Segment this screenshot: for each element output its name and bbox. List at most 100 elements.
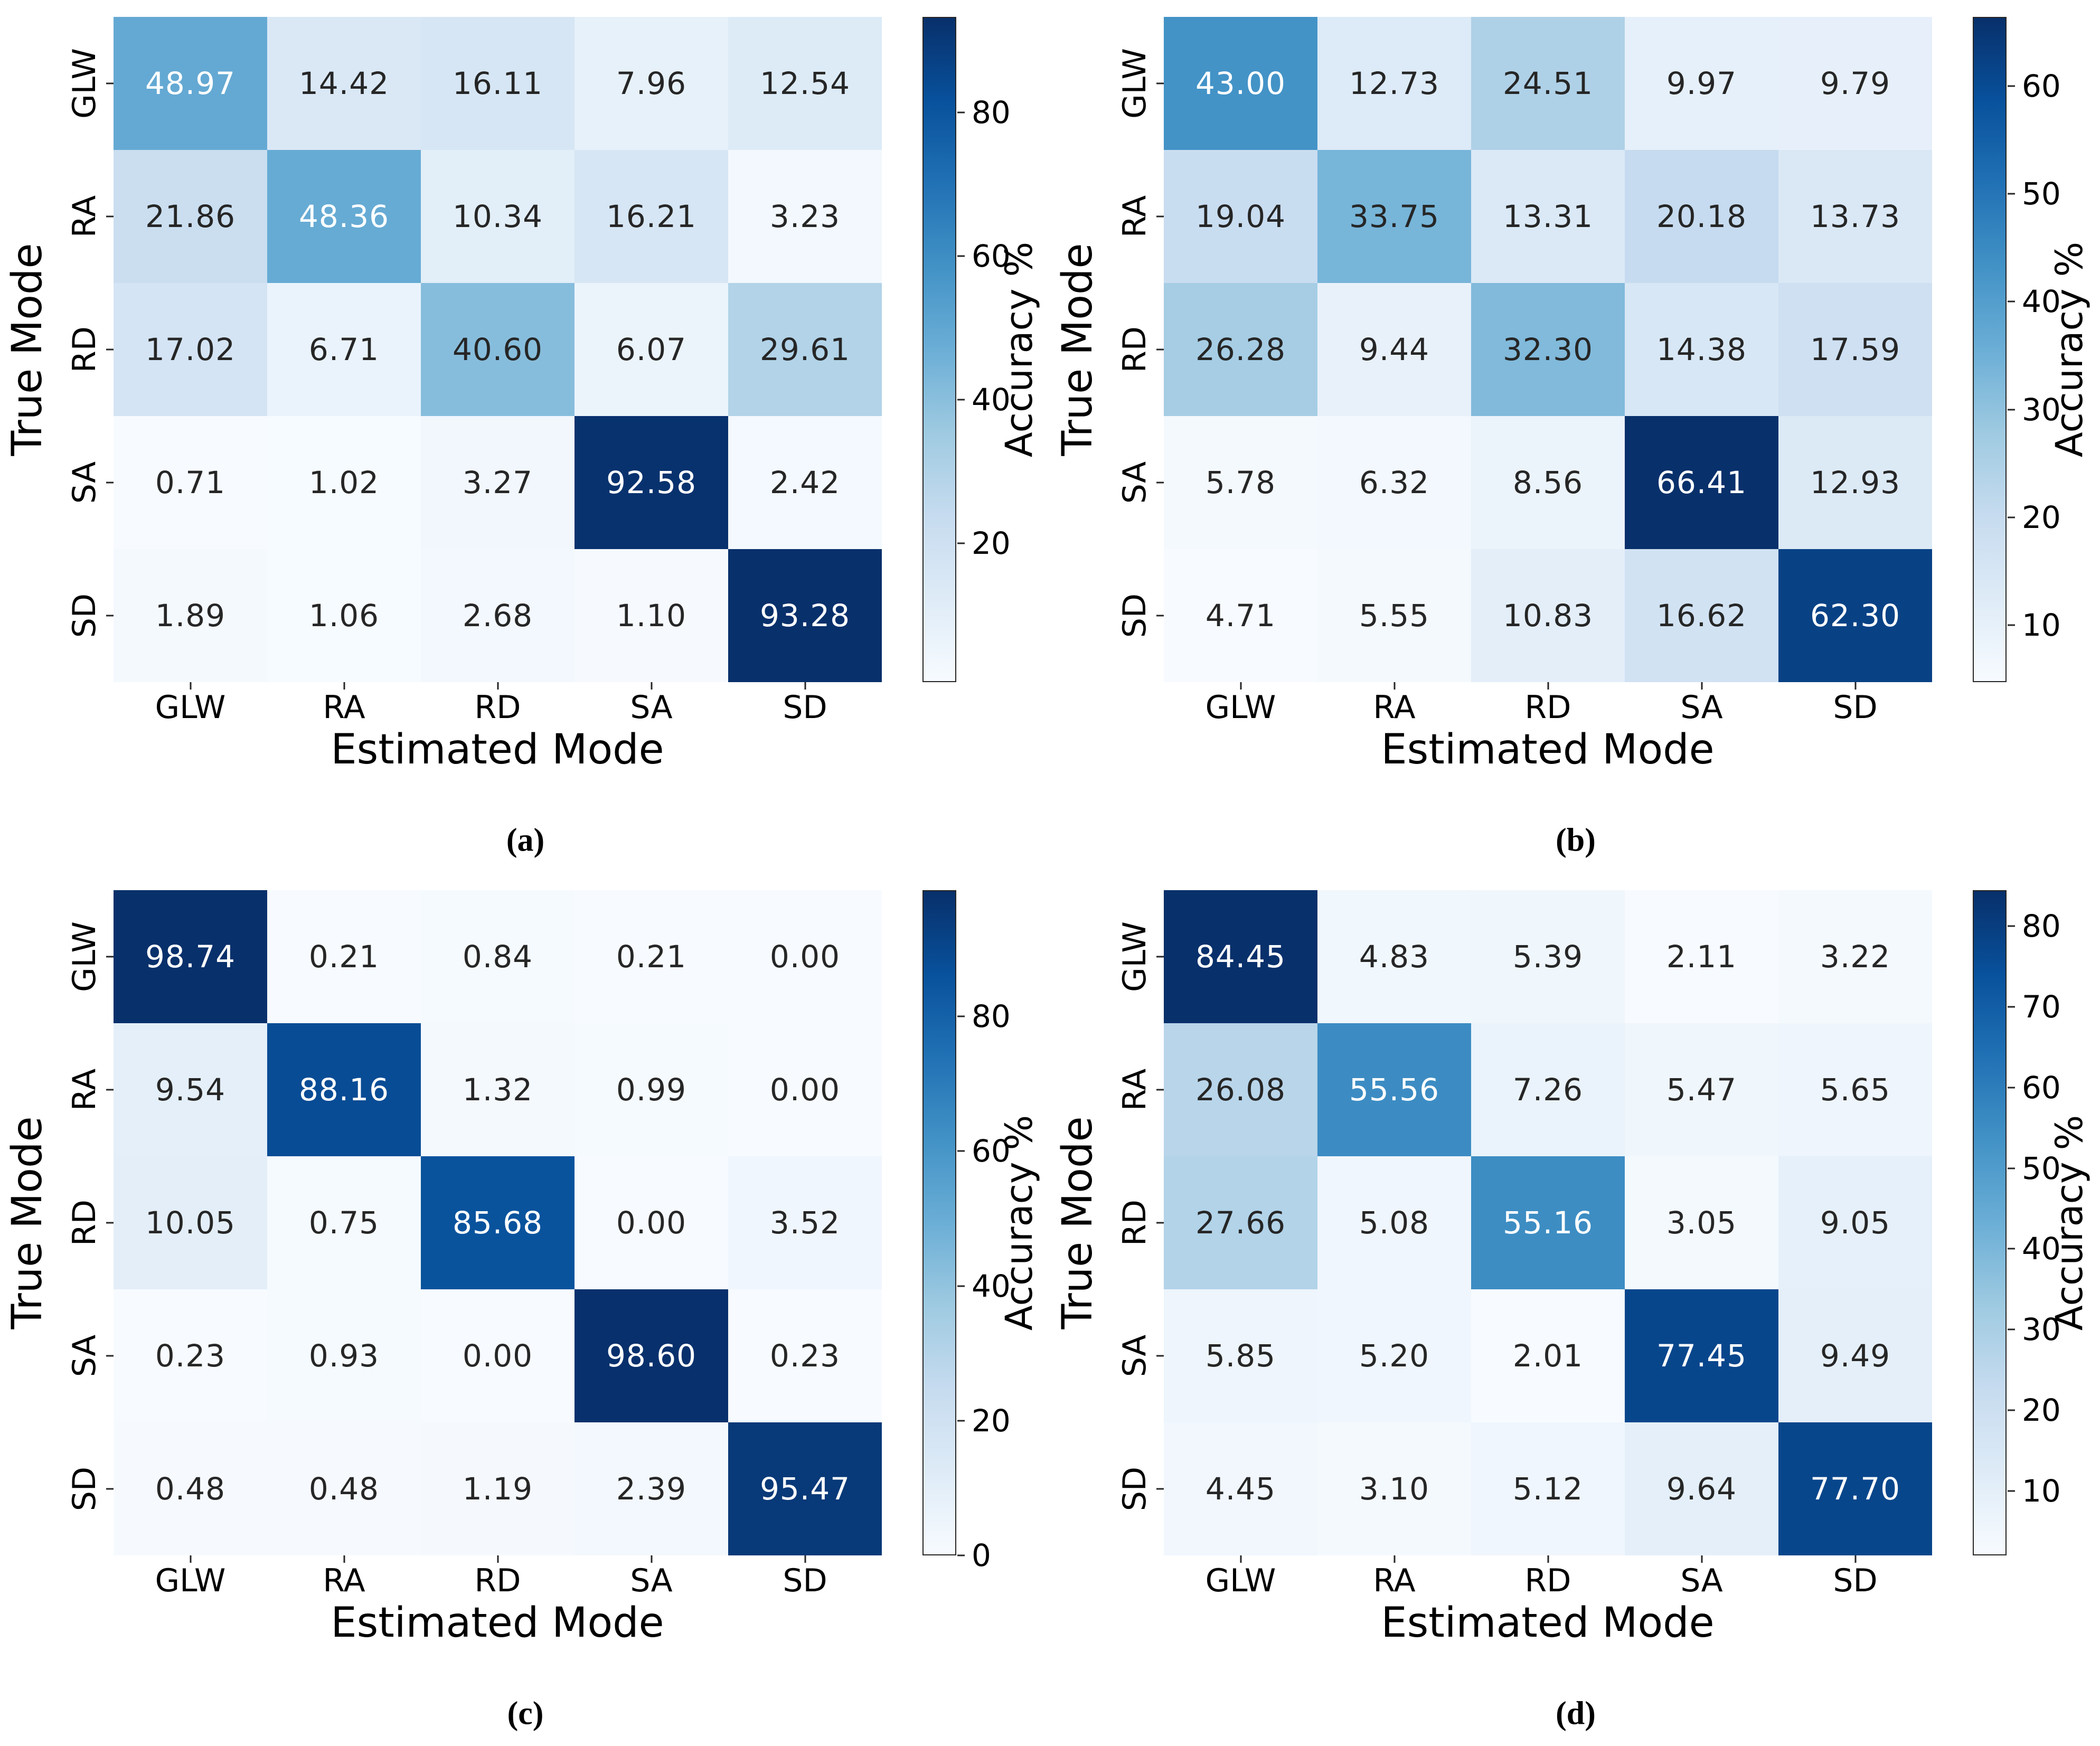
- y-tick-mark: [1156, 348, 1164, 351]
- y-tick-label: GLW: [1116, 921, 1153, 992]
- heatmap-cell: 3.10: [1317, 1422, 1471, 1555]
- y-tick-label: GLW: [66, 921, 103, 992]
- colorbar-tick-label: 60: [2022, 1069, 2061, 1106]
- colorbar-tick-mark: [957, 1554, 965, 1556]
- panel-caption: (a): [506, 822, 545, 858]
- x-tick-label: RA: [1373, 1562, 1416, 1599]
- colorbar-tick-mark: [2008, 624, 2015, 626]
- heatmap-cell: 9.49: [1778, 1289, 1932, 1422]
- heatmap-cell: 0.93: [267, 1289, 421, 1422]
- heatmap-cell: 16.62: [1625, 549, 1778, 682]
- y-tick-label: RD: [66, 1200, 103, 1246]
- heatmap-cell: 6.32: [1317, 416, 1471, 549]
- heatmap-cell: 98.60: [575, 1289, 728, 1422]
- heatmap-cell: 0.71: [114, 416, 267, 549]
- heatmap-cell: 6.71: [267, 283, 421, 416]
- colorbar-tick-mark: [2008, 409, 2015, 411]
- heatmap-cell: 9.79: [1778, 17, 1932, 150]
- heatmap-cell: 48.36: [267, 150, 421, 283]
- y-axis-label: True Mode: [4, 243, 51, 456]
- colorbar-tick-mark: [2008, 1167, 2015, 1169]
- heatmap-cell: 0.00: [728, 890, 882, 1023]
- heatmap-cell: 95.47: [728, 1422, 882, 1555]
- heatmap-cell: 19.04: [1164, 150, 1317, 283]
- y-tick-label: SA: [66, 1334, 103, 1377]
- heatmap-cell: 93.28: [728, 549, 882, 682]
- x-tick-label: SD: [783, 689, 827, 726]
- x-tick-mark: [1240, 682, 1241, 690]
- heatmap-cell: 10.83: [1471, 549, 1625, 682]
- y-tick-label: SD: [66, 1466, 103, 1512]
- x-tick-label: GLW: [155, 689, 226, 726]
- heatmap-cell: 1.19: [421, 1422, 575, 1555]
- x-tick-mark: [1701, 1555, 1702, 1563]
- colorbar-tick-mark: [957, 542, 965, 544]
- heatmap-cell: 2.42: [728, 416, 882, 549]
- y-tick-mark: [106, 1089, 114, 1091]
- x-tick-mark: [1547, 682, 1549, 690]
- y-tick-mark: [106, 215, 114, 218]
- x-tick-mark: [651, 1555, 652, 1563]
- heatmap-grid: 48.97 14.42 16.11 7.96 12.54 21.86 48.36 10.34 1…: [114, 17, 882, 682]
- colorbar-tick-mark: [957, 399, 965, 401]
- heatmap-cell: 14.42: [267, 17, 421, 150]
- colorbar-gradient: [1974, 18, 2005, 681]
- heatmap-cell: 5.39: [1471, 890, 1625, 1023]
- heatmap-cell: 16.11: [421, 17, 575, 150]
- x-axis-label: Estimated Mode: [1381, 726, 1715, 773]
- heatmap-cell: 3.05: [1625, 1156, 1778, 1289]
- heatmap-cell: 0.48: [267, 1422, 421, 1555]
- heatmap-cell: 8.56: [1471, 416, 1625, 549]
- heatmap-cell: 32.30: [1471, 283, 1625, 416]
- heatmap-cell: 17.59: [1778, 283, 1932, 416]
- y-tick-mark: [106, 348, 114, 351]
- heatmap-cell: 5.85: [1164, 1289, 1317, 1422]
- x-tick-mark: [497, 1555, 498, 1563]
- x-tick-label: RD: [474, 689, 521, 726]
- x-tick-mark: [1854, 1555, 1856, 1563]
- colorbar-label: Accuracy %: [997, 241, 1041, 458]
- x-axis-label: Estimated Mode: [331, 726, 664, 773]
- x-tick-mark: [1854, 682, 1856, 690]
- heatmap-cell: 9.97: [1625, 17, 1778, 150]
- colorbar-tick-mark: [2008, 1248, 2015, 1250]
- heatmap-cell: 62.30: [1778, 549, 1932, 682]
- colorbar-tick-mark: [2008, 925, 2015, 927]
- heatmap-cell: 9.44: [1317, 283, 1471, 416]
- y-tick-label: RA: [1116, 1068, 1153, 1111]
- heatmap-cell: 43.00: [1164, 17, 1317, 150]
- y-axis-label: True Mode: [4, 1116, 51, 1329]
- x-tick-label: SA: [630, 1562, 673, 1599]
- heatmap-cell: 5.12: [1471, 1422, 1625, 1555]
- colorbar-tick-mark: [2008, 1087, 2015, 1089]
- x-tick-mark: [1240, 1555, 1241, 1563]
- y-tick-mark: [1156, 482, 1164, 484]
- heatmap-grid: 43.00 12.73 24.51 9.97 9.79 19.04 33.75 13.31 20…: [1164, 17, 1932, 682]
- heatmap-cell: 5.78: [1164, 416, 1317, 549]
- y-tick-mark: [106, 82, 114, 84]
- heatmap-cell: 2.11: [1625, 890, 1778, 1023]
- x-tick-mark: [190, 682, 191, 690]
- heatmap-cell: 10.05: [114, 1156, 267, 1289]
- heatmap-cell: 17.02: [114, 283, 267, 416]
- colorbar-tick-mark: [957, 255, 965, 257]
- y-tick-label: RA: [66, 1068, 103, 1111]
- heatmap-cell: 13.31: [1471, 150, 1625, 283]
- y-tick-label: SA: [1116, 1334, 1153, 1377]
- heatmap-cell: 27.66: [1164, 1156, 1317, 1289]
- colorbar-tick-label: 20: [2022, 499, 2061, 535]
- x-tick-label: GLW: [1205, 1562, 1276, 1599]
- heatmap-cell: 1.06: [267, 549, 421, 682]
- x-tick-mark: [804, 682, 806, 690]
- x-tick-label: SD: [1833, 1562, 1878, 1599]
- heatmap-cell: 1.10: [575, 549, 728, 682]
- heatmap-cell: 20.18: [1625, 150, 1778, 283]
- x-tick-mark: [497, 682, 498, 690]
- heatmap-grid: 98.74 0.21 0.84 0.21 0.00 9.54 88.16 1.32 0.99 0.…: [114, 890, 882, 1555]
- heatmap-grid: 84.45 4.83 5.39 2.11 3.22 26.08 55.56 7.26 5.47 5…: [1164, 890, 1932, 1555]
- y-tick-mark: [1156, 82, 1164, 84]
- y-tick-label: RA: [1116, 195, 1153, 238]
- colorbar-tick-label: 50: [2022, 176, 2061, 212]
- heatmap-cell: 33.75: [1317, 150, 1471, 283]
- x-tick-label: SD: [783, 1562, 827, 1599]
